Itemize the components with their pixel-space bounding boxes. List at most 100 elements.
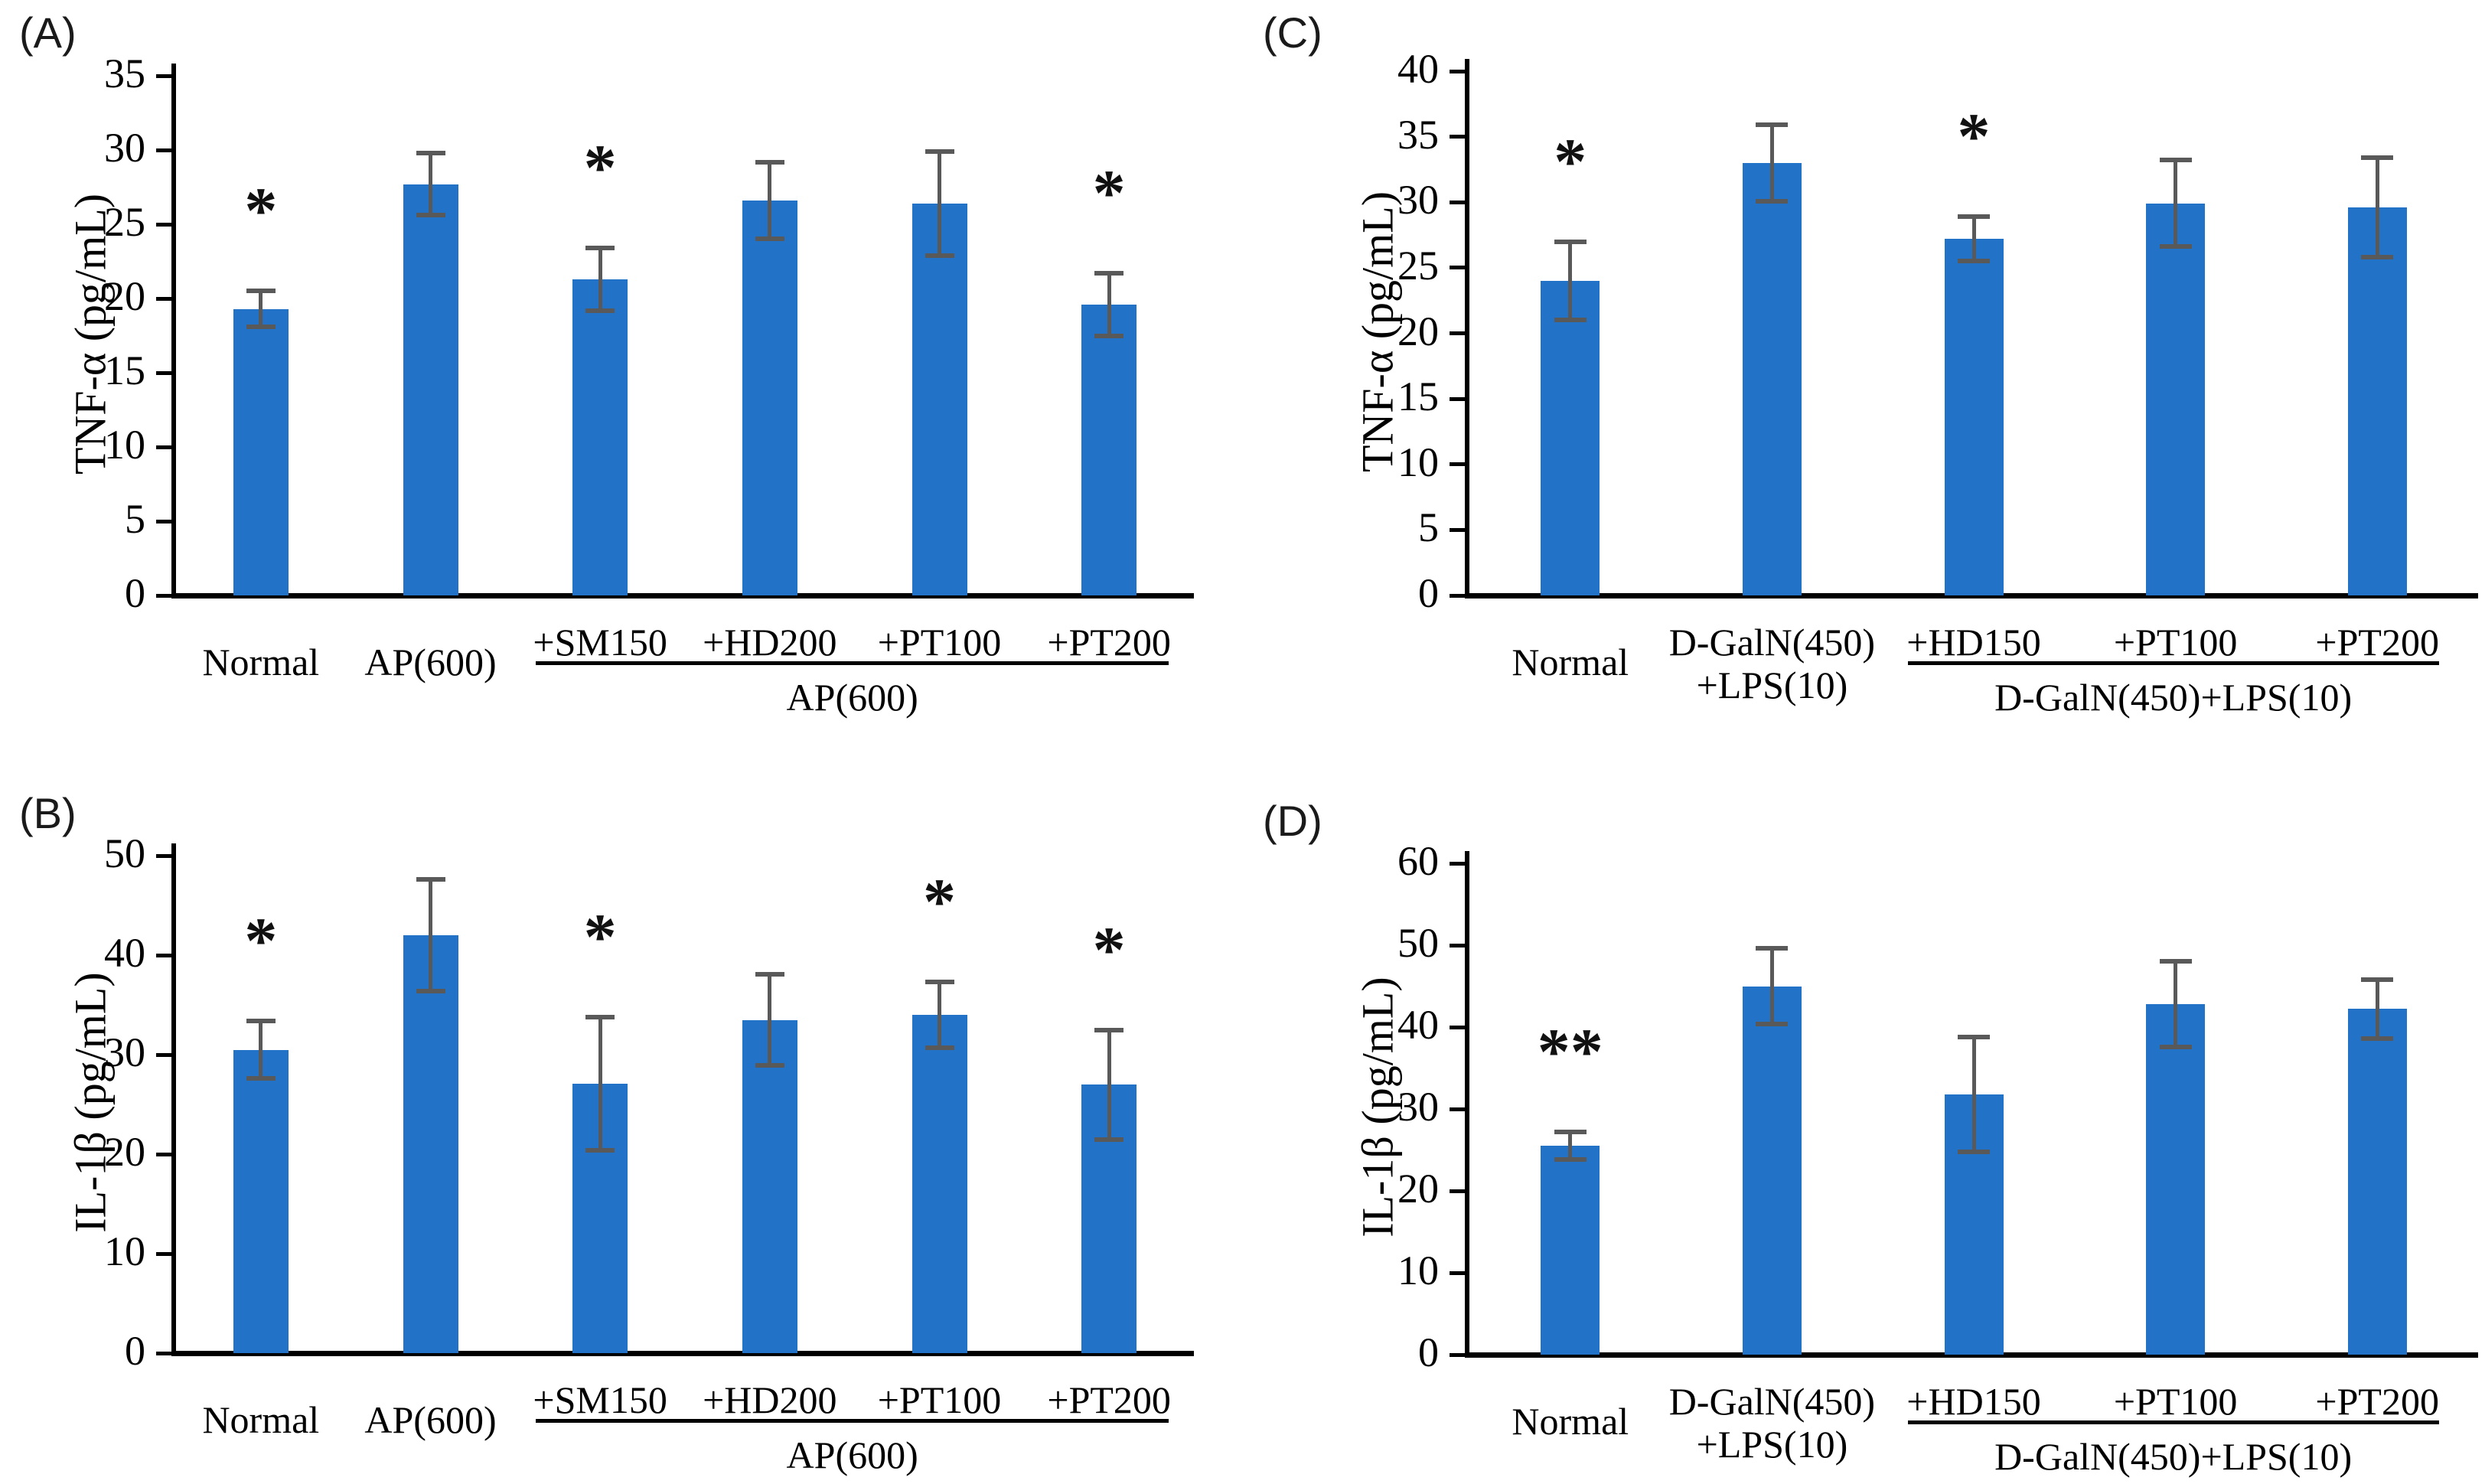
- y-tick-label: 50: [1397, 920, 1439, 966]
- significance-marker: *: [1092, 156, 1126, 230]
- error-bar-line: [2375, 158, 2379, 258]
- y-tick-mark: [156, 853, 176, 858]
- y-tick-mark: [1450, 200, 1469, 204]
- error-bar-line: [1971, 1036, 1976, 1152]
- y-tick-label: 15: [104, 347, 145, 393]
- y-tick-mark: [1450, 135, 1469, 139]
- bar-+SM150: [572, 279, 628, 595]
- error-bar-cap-top: [2159, 959, 2192, 964]
- x-category-label: +PT100: [877, 1378, 1002, 1421]
- y-tick-mark: [1450, 1025, 1469, 1029]
- y-tick-label: 15: [1397, 373, 1439, 420]
- y-tick-label: 40: [1397, 1002, 1439, 1048]
- y-tick-label: 40: [104, 930, 145, 976]
- error-bar-line: [1568, 1131, 1573, 1160]
- error-bar-line: [259, 1020, 263, 1079]
- y-tick-label: 20: [1397, 1166, 1439, 1212]
- y-tick-mark: [156, 519, 176, 523]
- y-tick-label: 30: [104, 1029, 145, 1075]
- x-category-label: +PT200: [1047, 621, 1171, 664]
- y-tick-mark: [156, 1152, 176, 1156]
- y-tick-mark: [156, 296, 176, 301]
- error-bar-cap-top: [1958, 214, 1990, 220]
- error-bar-cap-bottom: [2361, 1036, 2394, 1041]
- significance-marker: *: [1092, 912, 1126, 987]
- y-tick-mark: [1450, 331, 1469, 335]
- y-tick-label: 25: [1397, 242, 1439, 289]
- x-category-label: +PT200: [2315, 1380, 2439, 1423]
- error-bar-line: [259, 291, 263, 327]
- y-tick-label: 20: [104, 1129, 145, 1175]
- error-bar-cap-top: [585, 1014, 615, 1019]
- bar-+HD200: [742, 200, 797, 595]
- error-bar-line: [1568, 241, 1573, 321]
- error-bar-cap-top: [416, 150, 445, 155]
- x-category-label: +HD200: [703, 1378, 837, 1421]
- y-tick-mark: [1450, 266, 1469, 270]
- group-bracket-line: [1907, 1420, 2439, 1424]
- error-bar-cap-bottom: [1958, 1149, 1990, 1154]
- bar-+PT200: [2347, 207, 2407, 595]
- y-tick-mark: [1450, 593, 1469, 598]
- bar-Normal: [233, 308, 289, 595]
- y-tick-mark: [1450, 943, 1469, 947]
- y-tick-label: 60: [1397, 838, 1439, 884]
- error-bar-cap-top: [2361, 155, 2394, 161]
- x-axis-line: [171, 593, 1194, 598]
- y-tick-mark: [156, 1251, 176, 1256]
- error-bar-cap-top: [925, 980, 954, 985]
- error-bar-cap-bottom: [1958, 259, 1990, 264]
- x-category-label: Normal: [1512, 1400, 1629, 1443]
- y-tick-label: 10: [104, 1228, 145, 1274]
- error-bar-cap-bottom: [925, 1045, 954, 1050]
- significance-marker: *: [583, 131, 617, 205]
- x-category-label: +LPS(10): [1696, 1423, 1848, 1466]
- error-bar-cap-top: [755, 159, 784, 165]
- significance-marker: *: [583, 899, 617, 974]
- error-bar-line: [598, 1016, 602, 1150]
- error-bar-cap-top: [585, 246, 615, 251]
- bar-D-GalN(450)-+LPS(10): [1742, 162, 1802, 595]
- error-bar-line: [1769, 948, 1774, 1024]
- significance-marker: *: [1554, 124, 1587, 198]
- x-category-label: +HD200: [703, 621, 837, 664]
- x-category-label: Normal: [202, 1398, 320, 1441]
- y-tick-label: 5: [1418, 504, 1439, 551]
- error-bar-cap-bottom: [246, 1076, 276, 1081]
- y-tick-label: 0: [125, 570, 145, 616]
- error-bar-line: [1107, 273, 1111, 336]
- error-bar-cap-top: [1554, 239, 1587, 244]
- bar-+PT100: [2146, 1004, 2206, 1355]
- y-tick-label: 20: [104, 273, 145, 319]
- error-bar-cap-bottom: [2159, 244, 2192, 250]
- y-axis-line: [171, 843, 176, 1353]
- panel-letter-B: (B): [19, 789, 77, 837]
- bar-Normal: [1541, 281, 1600, 595]
- error-bar-cap-bottom: [416, 988, 445, 993]
- error-bar-cap-bottom: [1554, 318, 1587, 323]
- significance-marker: **: [1537, 1014, 1603, 1088]
- y-tick-mark: [156, 445, 176, 449]
- error-bar-cap-bottom: [755, 1063, 784, 1068]
- error-bar-cap-top: [755, 971, 784, 977]
- error-bar-line: [768, 161, 772, 240]
- x-category-label: +HD150: [1906, 621, 2041, 664]
- x-category-label: +PT100: [2113, 621, 2238, 664]
- significance-marker: *: [1957, 99, 1991, 174]
- error-bar-cap-bottom: [1756, 198, 1789, 204]
- error-bar-cap-bottom: [1094, 333, 1124, 338]
- error-bar-line: [938, 982, 941, 1048]
- y-tick-label: 25: [104, 199, 145, 245]
- error-bar-cap-top: [416, 877, 445, 882]
- y-tick-label: 0: [1418, 570, 1439, 616]
- x-category-label: +PT200: [2315, 621, 2439, 664]
- y-tick-mark: [1450, 69, 1469, 73]
- bar-+PT100: [2146, 203, 2206, 595]
- error-bar-cap-top: [1756, 946, 1789, 951]
- x-axis-line: [171, 1351, 1194, 1356]
- y-axis-line: [1465, 59, 1469, 595]
- error-bar-cap-top: [1094, 1027, 1124, 1032]
- x-category-label: +LPS(10): [1696, 664, 1848, 706]
- bar-+PT200: [1081, 304, 1137, 595]
- error-bar-line: [429, 152, 432, 216]
